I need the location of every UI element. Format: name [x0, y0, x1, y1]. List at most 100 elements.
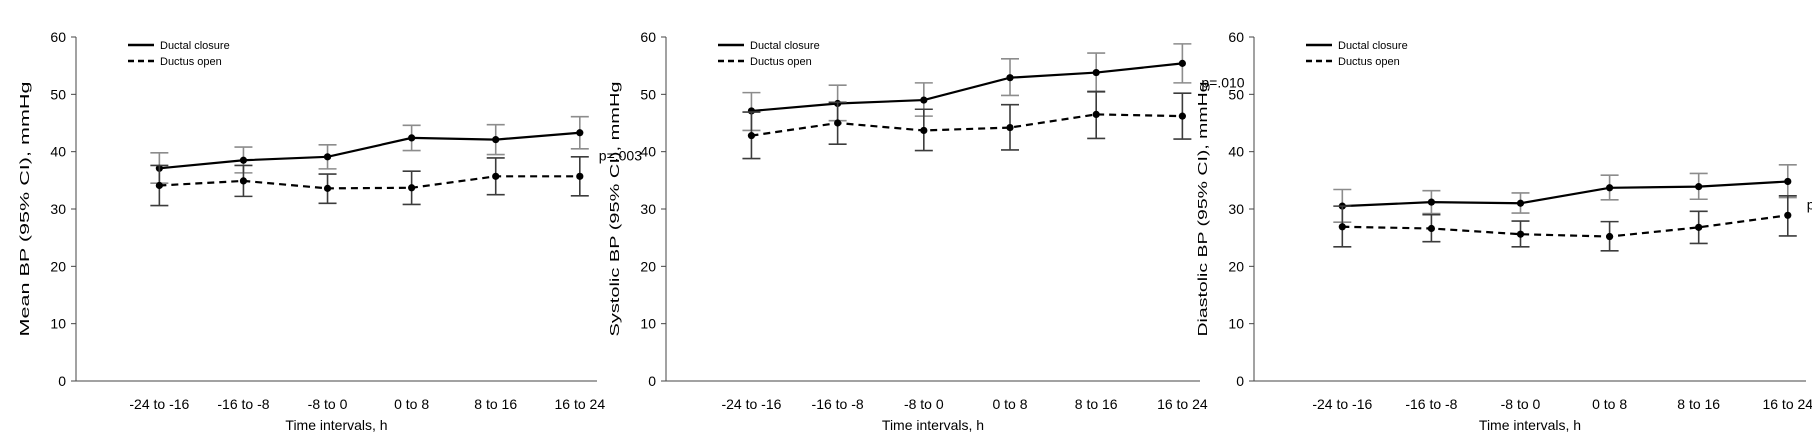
p-value-annotation: p=.001	[1807, 196, 1812, 212]
x-tick-label: 0 to 8	[992, 396, 1027, 412]
data-point	[747, 132, 756, 140]
y-tick-label: 20	[640, 258, 656, 274]
data-point	[323, 184, 332, 192]
data-point	[1784, 211, 1792, 219]
data-point	[1605, 184, 1614, 192]
data-point	[1427, 224, 1436, 233]
x-tick-label: -16 to -8	[812, 396, 864, 412]
data-point	[155, 181, 163, 190]
legend-label: Ductal closure	[750, 40, 820, 52]
data-point	[492, 172, 500, 180]
x-tick-label: 0 to 8	[1592, 396, 1627, 412]
x-tick-label: 16 to 24	[555, 396, 606, 412]
legend-label: Ductus open	[160, 56, 222, 68]
x-tick-label: -24 to -16	[1312, 396, 1372, 412]
series-line	[1342, 214, 1788, 238]
p-value-annotation: p=.003	[599, 148, 642, 164]
y-tick-label: 20	[50, 258, 66, 274]
x-tick-label: 8 to 16	[474, 396, 517, 412]
x-tick-label: 0 to 8	[394, 396, 429, 412]
legend-label: Ductal closure	[160, 40, 230, 52]
x-tick-label: -8 to 0	[904, 396, 944, 412]
legend-label: Ductus open	[750, 56, 812, 68]
series-line	[159, 131, 580, 170]
y-tick-label: 40	[50, 144, 66, 160]
data-point	[1695, 183, 1703, 191]
x-tick-label: 16 to 24	[1762, 396, 1812, 412]
y-tick-label: 10	[50, 316, 66, 332]
y-tick-label: 30	[1228, 201, 1244, 217]
data-point	[323, 153, 332, 161]
y-tick-label: 40	[640, 144, 656, 160]
data-point	[920, 96, 928, 104]
y-tick-label: 20	[1228, 258, 1244, 274]
data-point	[1006, 123, 1014, 132]
data-point	[1784, 177, 1792, 186]
x-tick-label: -16 to -8	[1405, 396, 1457, 412]
y-tick-label: 40	[1228, 144, 1244, 160]
data-point	[1695, 223, 1703, 231]
x-axis-title: Time intervals, h	[1479, 417, 1581, 433]
data-point	[1178, 59, 1186, 67]
series-ductus-open	[1333, 195, 1797, 252]
legend-label: Ductus open	[1338, 56, 1400, 68]
data-point	[1516, 199, 1525, 207]
series-ductal-closure	[150, 115, 589, 184]
data-point	[239, 156, 248, 164]
x-tick-label: 8 to 16	[1075, 396, 1118, 412]
y-axis-title: Mean BP (95% CI), mmHg	[17, 82, 32, 337]
y-tick-label: 30	[50, 201, 66, 217]
y-tick-label: 60	[50, 29, 66, 45]
data-point	[1605, 232, 1614, 241]
p-value-annotation: p=.010	[1201, 74, 1244, 90]
data-point	[239, 177, 248, 185]
y-tick-label: 0	[58, 373, 66, 389]
y-tick-label: 0	[1236, 373, 1244, 389]
series-line	[751, 62, 1183, 113]
x-axis-title: Time intervals, h	[285, 417, 387, 433]
y-tick-label: 50	[640, 86, 656, 102]
data-point	[576, 172, 584, 180]
data-point	[408, 184, 416, 192]
data-point	[492, 136, 500, 144]
data-point	[920, 126, 928, 135]
series-line	[751, 113, 1183, 137]
data-point	[408, 134, 416, 142]
x-tick-label: -16 to -8	[217, 396, 269, 412]
y-tick-label: 30	[640, 201, 656, 217]
series-line	[159, 175, 580, 190]
series-line	[1342, 180, 1788, 208]
y-tick-label: 50	[50, 86, 66, 102]
y-tick-label: 0	[648, 373, 656, 389]
y-tick-label: 50	[1228, 86, 1244, 102]
data-point	[1427, 198, 1436, 206]
data-point	[1178, 112, 1186, 120]
data-point	[1516, 230, 1525, 238]
series-ductus-open	[742, 90, 1192, 160]
series-ductal-closure	[1333, 164, 1797, 223]
x-tick-label: -8 to 0	[308, 396, 348, 412]
chart-panel-2: 0 10 20 30 40 50 60 -24 to -16 -16 to -8 -8 to 0 0…	[607, 29, 1245, 433]
y-tick-label: 60	[640, 29, 656, 45]
data-point	[834, 119, 842, 127]
x-axis-title: Time intervals, h	[882, 417, 984, 433]
y-tick-label: 10	[640, 316, 656, 332]
chart-panel-3: 0 10 20 30 40 50 60 -24 to -16 -16 to -8 -8 to 0 0…	[1195, 29, 1812, 433]
y-axis-title: Diastolic BP (95% CI), mmHg	[1195, 82, 1210, 337]
chart-panel-1: 0 10 20 30 40 50 60 -24 to -16 -16 to -8 -8 to 0 0…	[17, 29, 642, 433]
x-tick-label: 16 to 24	[1157, 396, 1208, 412]
y-tick-label: 10	[1228, 316, 1244, 332]
data-point	[1092, 68, 1100, 77]
y-axis-title: Systolic BP (95% CI), mmHg	[607, 82, 622, 337]
x-tick-label: -8 to 0	[1501, 396, 1541, 412]
x-tick-label: -24 to -16	[129, 396, 189, 412]
data-point	[1338, 223, 1346, 231]
data-point	[1092, 110, 1100, 118]
x-tick-label: -24 to -16	[721, 396, 781, 412]
x-tick-label: 8 to 16	[1677, 396, 1720, 412]
data-point	[1006, 74, 1014, 82]
y-tick-label: 60	[1228, 29, 1244, 45]
legend-label: Ductal closure	[1338, 40, 1408, 52]
data-point	[576, 129, 584, 137]
